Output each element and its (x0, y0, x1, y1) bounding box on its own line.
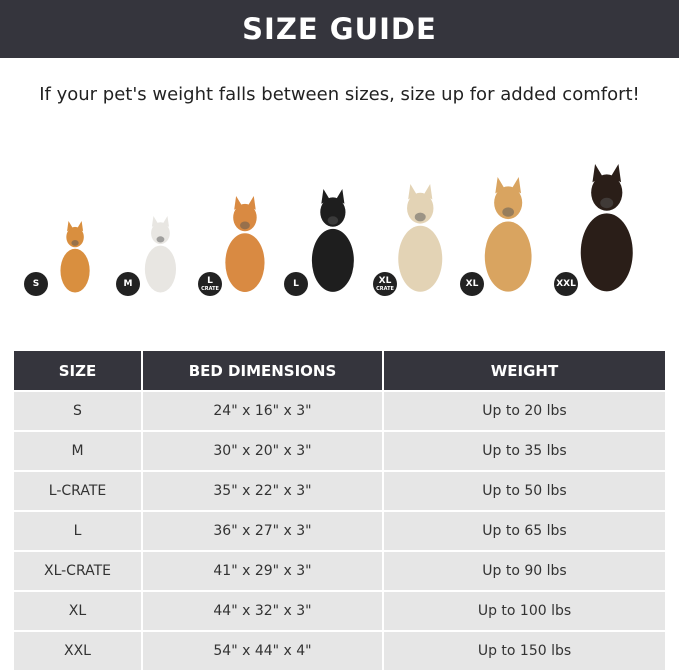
table-row: XL-CRATE 41" x 29" x 3" Up to 90 lbs (14, 550, 665, 591)
badge-label: L (207, 276, 213, 286)
table-row: L 36" x 27" x 3" Up to 65 lbs (14, 510, 665, 551)
table-cell: Up to 150 lbs (383, 630, 665, 670)
table-cell: 44" x 32" x 3" (142, 590, 384, 631)
column-header: SIZE (14, 351, 143, 391)
table-cell: Up to 50 lbs (383, 470, 665, 511)
table-cell: 35" x 22" x 3" (142, 470, 384, 511)
dog-image (139, 216, 182, 294)
table-row: XL 44" x 32" x 3" Up to 100 lbs (14, 590, 665, 631)
column-header: BED DIMENSIONS (142, 351, 384, 391)
size-badge: XL CRATE (373, 272, 397, 296)
table-cell: 41" x 29" x 3" (142, 550, 384, 591)
size-badge: XXL (554, 272, 578, 296)
table-cell: Up to 35 lbs (383, 430, 665, 471)
table-cell: L-CRATE (14, 470, 143, 511)
table-cell: M (14, 430, 143, 471)
table-cell: XL-CRATE (14, 550, 143, 591)
dog-image (304, 189, 362, 294)
badge-label: L (293, 279, 299, 289)
size-badge: XL (460, 272, 484, 296)
table-cell: 30" x 20" x 3" (142, 430, 384, 471)
table-cell: XL (14, 590, 143, 631)
dog-image (571, 164, 643, 294)
table-row: S 24" x 16" x 3" Up to 20 lbs (14, 390, 665, 431)
table-cell: XXL (14, 630, 143, 670)
column-header: WEIGHT (383, 351, 665, 391)
page-title: SIZE GUIDE (0, 0, 679, 58)
dog-image (218, 196, 272, 294)
table-cell: Up to 20 lbs (383, 390, 665, 431)
table-cell: Up to 90 lbs (383, 550, 665, 591)
dog-image (390, 184, 451, 294)
size-badge: L (284, 272, 308, 296)
badge-sublabel: CRATE (376, 286, 394, 292)
table-cell: 54" x 44" x 4" (142, 630, 384, 670)
size-badge: L CRATE (198, 272, 222, 296)
dog-image (55, 221, 95, 294)
table-cell: S (14, 390, 143, 431)
table-cell: Up to 65 lbs (383, 510, 665, 551)
table-cell: Up to 100 lbs (383, 590, 665, 631)
badge-label: XL (465, 279, 479, 289)
subtitle: If your pet's weight falls between sizes… (39, 84, 640, 105)
size-badge: S (24, 272, 48, 296)
badge-sublabel: CRATE (201, 286, 219, 292)
badge-label: XL (378, 276, 392, 286)
dog-image (476, 177, 540, 294)
dog-lineup: S M L CRATE L XL CRATE XL XXL (0, 150, 679, 300)
size-badge: M (116, 272, 140, 296)
table-cell: L (14, 510, 143, 551)
table-row: L-CRATE 35" x 22" x 3" Up to 50 lbs (14, 470, 665, 511)
table-row: M 30" x 20" x 3" Up to 35 lbs (14, 430, 665, 471)
badge-label: M (123, 279, 133, 289)
badge-label: XXL (556, 279, 576, 289)
table-cell: 24" x 16" x 3" (142, 390, 384, 431)
badge-label: S (32, 279, 40, 289)
table-row: XXL 54" x 44" x 4" Up to 150 lbs (14, 630, 665, 670)
table-cell: 36" x 27" x 3" (142, 510, 384, 551)
size-table: SIZE BED DIMENSIONS WEIGHT S 24" x 16" x 3"… (14, 351, 665, 670)
